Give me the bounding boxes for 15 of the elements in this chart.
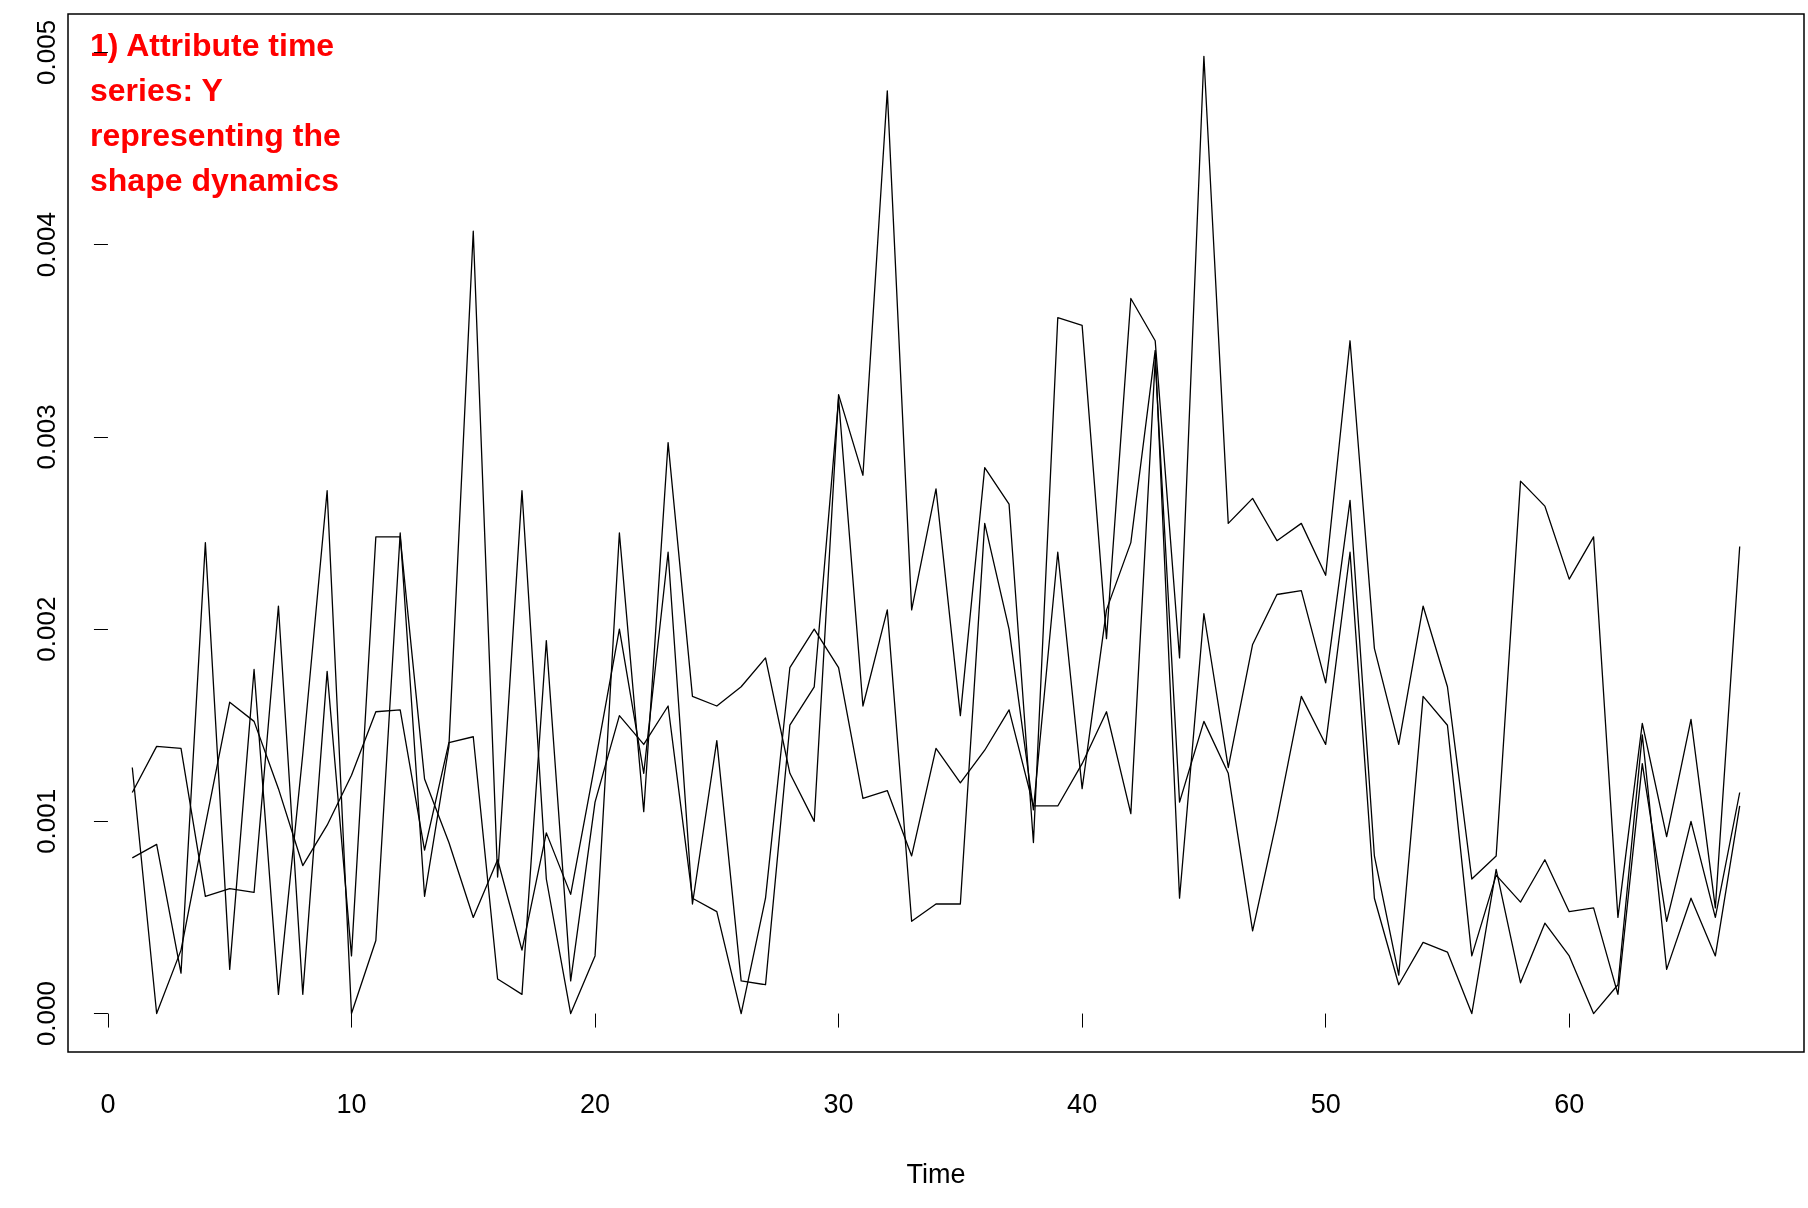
x-tick-label: 50 xyxy=(1310,1088,1341,1119)
y-tick-label: 0.004 xyxy=(31,212,61,278)
y-tick-label: 0.000 xyxy=(31,981,61,1047)
x-tick-label: 60 xyxy=(1554,1088,1585,1119)
x-axis-title: Time xyxy=(906,1158,966,1189)
x-tick-label: 30 xyxy=(823,1088,854,1119)
y-tick-label: 0.005 xyxy=(31,19,61,85)
y-tick-label: 0.002 xyxy=(31,596,61,662)
y-tick-label: 0.003 xyxy=(31,404,61,470)
x-tick-label: 20 xyxy=(580,1088,611,1119)
y-tick-label: 0.001 xyxy=(31,788,61,854)
annotation: 1) Attribute time series: Y representing the shape dynamics xyxy=(90,26,350,198)
x-tick-label: 10 xyxy=(336,1088,367,1119)
x-tick-label: 0 xyxy=(100,1088,116,1119)
x-tick-label: 40 xyxy=(1067,1088,1098,1119)
